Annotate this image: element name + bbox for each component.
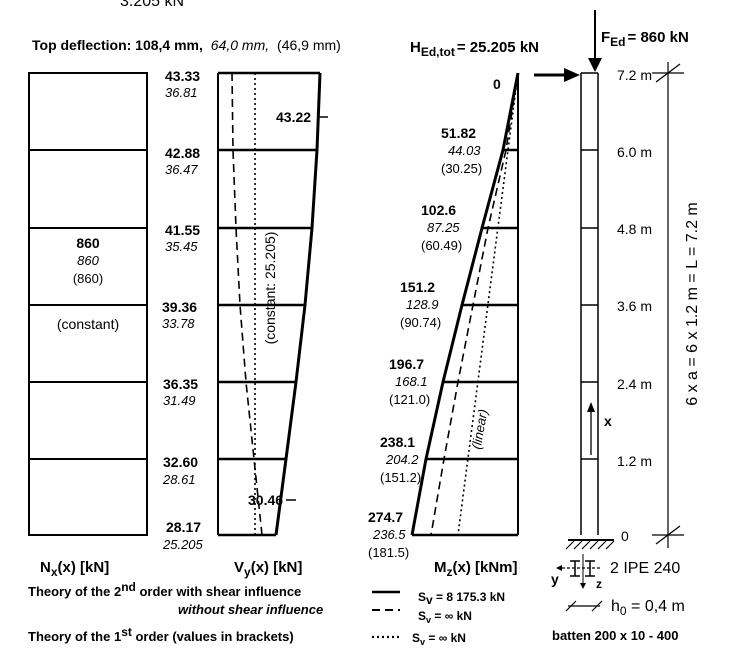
vy-value-bold: 28.17	[166, 519, 201, 535]
vy-value-bold: 42.88	[165, 145, 200, 161]
mz-value-bold: 238.1	[380, 434, 415, 450]
vy-right-top: 43.22	[276, 109, 311, 125]
vy-value-italic: 36.81	[165, 85, 198, 100]
vy-value-italic: 31.49	[163, 393, 196, 408]
vy-value-italic: 25.205	[162, 537, 204, 552]
height-label: 1.2 m	[617, 453, 652, 469]
mz-curve-solid	[410, 72, 520, 536]
vy-panel: 43.33 36.81 42.88 36.47 41.55 35.45 39.3…	[162, 68, 328, 552]
section-label: 2 IPE 240	[610, 560, 680, 577]
top-deflection-label: Top deflection: 108,4 mm, 64,0 mm, (46,9…	[32, 37, 341, 53]
batten-label: batten 200 x 10 - 400	[552, 628, 678, 643]
height-label: 6.0 m	[617, 144, 652, 160]
mz-value-bracket: (181.5)	[368, 545, 409, 560]
dimension-text: 6 x a = 6 x 1.2 m = L = 7.2 m	[684, 202, 701, 406]
vy-value-italic: 33.78	[162, 316, 195, 331]
nx-value-bracket: (860)	[73, 271, 103, 286]
axis-z-label: z	[596, 577, 602, 591]
vy-right-bottom: 30.46	[248, 492, 283, 508]
mz-value-italic: 44.03	[448, 143, 481, 158]
vy-values: 43.33 36.81 42.88 36.47 41.55 35.45 39.3…	[162, 68, 311, 552]
vy-value-bold: 32.60	[163, 454, 198, 470]
mz-vertical-note: (linear)	[469, 408, 491, 450]
vy-value-italic: 28.61	[162, 472, 196, 487]
h0-label: h0 = 0,4 m	[611, 598, 685, 618]
header-equation: 3.205 kN	[120, 0, 184, 10]
mz-value-italic: 168.1	[395, 374, 428, 389]
legend-row2: without shear influence	[178, 602, 323, 617]
vy-vertical-note: (constant: 25.205)	[262, 232, 278, 345]
h-load-label: HEd,tot = 25.205 kN	[410, 39, 539, 59]
vy-value-bold: 41.55	[165, 222, 200, 238]
mz-value-bold: 274.7	[368, 509, 403, 525]
cross-section-icon	[556, 554, 603, 612]
axis-x-label: x	[604, 413, 612, 429]
height-label: 0	[621, 528, 629, 544]
nx-axis-label: Nx(x) [kN]	[40, 559, 109, 579]
f-load-label: FEd = 860 kN	[601, 29, 689, 49]
mz-value-bracket: (30.25)	[441, 161, 482, 176]
mz-values: 51.82 44.03 (30.25) 102.6 87.25 (60.49) …	[368, 125, 482, 560]
height-label: 4.8 m	[617, 221, 652, 237]
mz-value-bold: 151.2	[400, 279, 435, 295]
height-label: 7.2 m	[617, 67, 652, 83]
mz-value-italic: 128.9	[406, 297, 439, 312]
mz-value-bracket: (90.74)	[400, 315, 441, 330]
mz-value-italic: 204.2	[385, 452, 419, 467]
legend: Theory of the 2nd order with shear influ…	[28, 580, 505, 647]
nx-value-bold: 860	[76, 235, 100, 251]
height-label: 3.6 m	[617, 298, 652, 314]
nx-note: (constant)	[57, 316, 119, 332]
mz-value-bold: 51.82	[441, 125, 476, 141]
nx-value-italic: 860	[77, 253, 99, 268]
mz-panel: 0 51.82 44.03 (30.25) 102.6 87.25 (60.49…	[368, 72, 520, 560]
legend-row2-s: Sv = ∞ kN	[418, 609, 472, 625]
legend-row3: Theory of the 1st order (values in brack…	[28, 625, 294, 644]
vy-value-italic: 35.45	[165, 239, 198, 254]
vy-curve-solid	[274, 72, 322, 536]
mz-curve-dashed	[430, 72, 519, 536]
axis-y-label: y	[551, 571, 559, 587]
mz-value-bracket: (121.0)	[389, 392, 430, 407]
legend-row1-s: Sv = 8 175.3 kN	[418, 590, 505, 607]
legend-row3-s: Sv = ∞ kN	[412, 631, 466, 647]
mz-axis-label: Mz(x) [kNm]	[434, 559, 518, 579]
height-label: 2.4 m	[617, 376, 652, 392]
mz-value-bold: 196.7	[389, 356, 424, 372]
mz-value-italic: 87.25	[427, 220, 460, 235]
mz-value-italic: 236.5	[372, 527, 406, 542]
mz-value-bold: 102.6	[421, 202, 456, 218]
mz-value-bracket: (151.2)	[380, 470, 421, 485]
vy-value-bold: 43.33	[165, 68, 200, 84]
mz-top-value: 0	[493, 76, 501, 92]
mz-value-bracket: (60.49)	[421, 238, 462, 253]
legend-row1: Theory of the 2nd order with shear influ…	[28, 580, 301, 599]
vy-value-bold: 36.35	[163, 376, 198, 392]
vy-value-bold: 39.36	[162, 299, 197, 315]
nx-panel: 860 860 (860) (constant)	[28, 72, 148, 536]
column: 7.2 m 6.0 m 4.8 m 3.6 m 2.4 m 1.2 m 0 x …	[534, 10, 701, 643]
vy-axis-label: Vy(x) [kN]	[234, 559, 302, 579]
vy-value-italic: 36.47	[165, 162, 198, 177]
